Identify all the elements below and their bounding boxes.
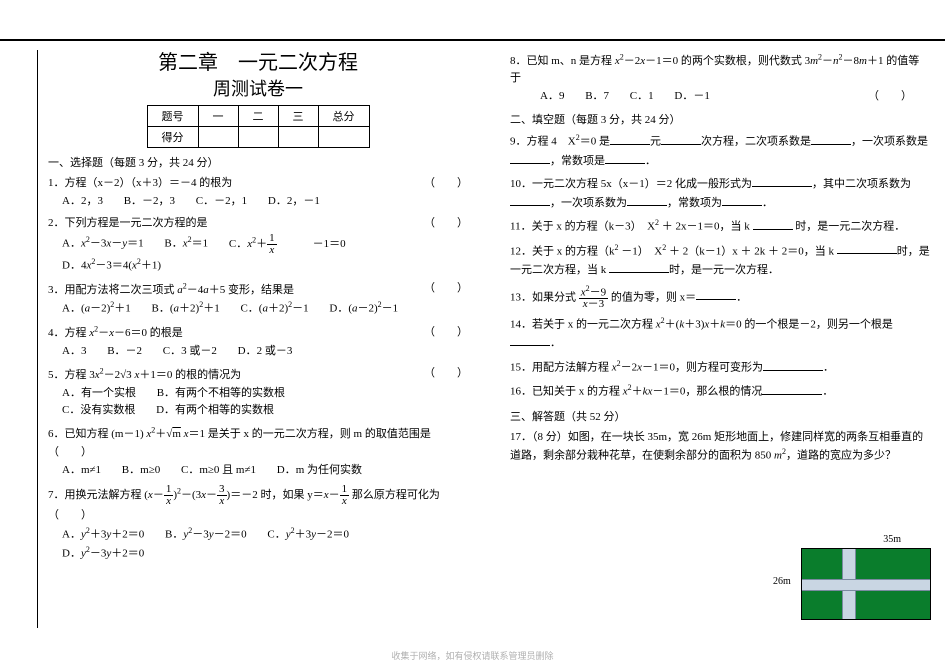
doc-title: 第二章 一元二次方程 (48, 46, 468, 75)
question-17: 17．（8 分）如图，在一块长 35m，宽 26m 矩形地面上，修建同样宽的两条… (510, 429, 930, 466)
opt-c: C．y2＋3y－2＝0 (267, 525, 349, 544)
opt-b: B．有两个不相等的实数根 (157, 385, 285, 403)
question-2: 2．下列方程是一元二次方程的是 （ ） A．x2－3x－y＝1 B．x2＝1 C… (48, 215, 468, 275)
opt-b: B．7 (585, 88, 609, 106)
question-14: 14．若关于 x 的一元二次方程 x2＋(k＋3)x＋k＝0 的一个根是－2，则… (510, 315, 930, 353)
height-label: 26m (773, 576, 791, 587)
answer-blank: （ ） (424, 365, 468, 383)
opt-d: D．(a－2)2－1 (329, 299, 398, 318)
question-4: 4．方程 x2－x－6＝0 的根是 （ ） A．3 B．－2 C．3 或－2 D… (48, 324, 468, 361)
q-text: 6．已知方程 (m－1) x2＋√m x＝1 是关于 x 的一元二次方程，则 m… (48, 428, 431, 458)
rule-top-2 (0, 40, 945, 41)
opt-d: D．y2－3y＋2＝0 (62, 544, 144, 563)
opt-b: B．x2＝1 (164, 234, 208, 253)
opt-b: B．－2 (107, 343, 142, 361)
answer-blank: （ ） (424, 324, 468, 342)
q-text: 1．方程（x－2）（x＋3）＝－4 的根为 (48, 177, 232, 189)
doc-subtitle: 周测试卷一 (48, 75, 468, 101)
road-diagram: 35m 26m (801, 548, 931, 620)
question-1: 1．方程（x－2）（x＋3）＝－4 的根为 （ ） A．2，3 B．－2，3 C… (48, 175, 468, 210)
q-text: 3．用配方法将二次三项式 a2－4a＋5 变形，结果是 (48, 284, 294, 296)
section-2-heading: 二、填空题（每题 3 分，共 24 分） (510, 111, 930, 127)
opt-a: A．有一个实根 (62, 385, 136, 403)
lawn-rect (801, 548, 931, 620)
opt-a: A．m≠1 (62, 462, 101, 480)
q-text: 5．方程 3x2－2√3 x＋1＝0 的根的情况为 (48, 369, 241, 381)
question-5: 5．方程 3x2－2√3 x＋1＝0 的根的情况为 （ ） A．有一个实根 B．… (48, 365, 468, 419)
opt-d: D．m 为任何实数 (277, 462, 362, 480)
score-table: 题号 一 二 三 总分 得分 (147, 105, 370, 148)
opt-a: A．x2－3x－y＝1 (62, 234, 144, 253)
opt-a: A．9 (540, 88, 564, 106)
opt-a: A．(a－2)2＋1 (62, 299, 131, 318)
opt-a: A．2，3 (62, 193, 103, 211)
opt-b: B．(a＋2)2＋1 (152, 299, 220, 318)
q-text: 4．方程 x2－x－6＝0 的根是 (48, 327, 183, 339)
width-label: 35m (883, 534, 901, 545)
table-row: 得分 (147, 127, 369, 148)
question-13: 13．如果分式 x2－9x－3 的值为零，则 x＝． (510, 285, 930, 311)
opt-c: C．1 (630, 88, 654, 106)
fold-line (37, 50, 38, 628)
opt-b: B．－2，3 (124, 193, 175, 211)
opt-b: B．m≥0 (122, 462, 160, 480)
question-16: 16．已知关于 x 的方程 x2＋kx－1＝0，那么根的情况． (510, 382, 930, 401)
opt-d: D．有两个相等的实数根 (156, 402, 274, 420)
opt-c: C．没有实数根 (62, 402, 135, 420)
question-15: 15．用配方法解方程 x2－2x－1＝0，则方程可变形为． (510, 358, 930, 377)
answer-blank: （ ） (424, 175, 468, 193)
opt-a: A．y2＋3y＋2＝0 (62, 525, 144, 544)
section-3-heading: 三、解答题（共 52 分） (510, 408, 930, 424)
answer-blank: （ ） (424, 280, 468, 298)
question-3: 3．用配方法将二次三项式 a2－4a＋5 变形，结果是 （ ） A．(a－2)2… (48, 280, 468, 319)
q-text: 8．已知 m、n 是方程 x2－2x－1＝0 的两个实数根，则代数式 3m2－n… (510, 55, 919, 85)
horizontal-road (802, 579, 930, 591)
question-7: 7．用换元法解方程 (x－1x)2－(3x－3x)＝－2 时，如果 y＝x－1x… (48, 484, 468, 563)
page-footer: 收集于网络，如有侵权请联系管理员删除 (0, 649, 945, 662)
left-column: 第二章 一元二次方程 周测试卷一 题号 一 二 三 总分 得分 一、选择题（每题… (48, 46, 468, 566)
opt-c: C．3 或－2 (163, 343, 217, 361)
opt-d: D．－1 (674, 88, 709, 106)
right-column: 8．已知 m、n 是方程 x2－2x－1＝0 的两个实数根，则代数式 3m2－n… (510, 46, 930, 468)
question-11: 11．关于 x 的方程（k－3） X2 ＋ 2x－1＝0，当 k 时，是一元二次… (510, 217, 930, 236)
q-text: 7．用换元法解方程 (x－1x)2－(3x－3x)＝－2 时，如果 y＝x－1x… (48, 489, 440, 521)
answer-blank: （ ） (424, 215, 468, 233)
question-12: 12．关于 x 的方程（k2 －1） X2 ＋ 2（k－1）x ＋ 2k ＋ 2… (510, 242, 930, 280)
question-9: 9．方程 4 X2＝0 是元次方程，二次项系数是，一次项系数是，常数项是． (510, 132, 930, 170)
section-1-heading: 一、选择题（每题 3 分，共 24 分） (48, 154, 468, 170)
question-10: 10．一元二次方程 5x（x－1）＝2 化成一般形式为，其中二次项系数为，一次项… (510, 175, 930, 212)
opt-c: C．m≥0 且 m≠1 (181, 462, 256, 480)
opt-d: D．2 或－3 (238, 343, 293, 361)
opt-b: B．y2－3y－2＝0 (165, 525, 247, 544)
question-8: 8．已知 m、n 是方程 x2－2x－1＝0 的两个实数根，则代数式 3m2－n… (510, 51, 930, 105)
opt-d: D．4x2－3＝4(x2＋1) (62, 256, 161, 275)
question-6: 6．已知方程 (m－1) x2＋√m x＝1 是关于 x 的一元二次方程，则 m… (48, 425, 468, 479)
opt-c: C．(a＋2)2－1 (240, 299, 308, 318)
opt-d: D．2，－1 (268, 193, 320, 211)
answer-blank: （ ） (868, 88, 912, 106)
opt-a: A．3 (62, 343, 86, 361)
opt-c: C．x2＋1x－1＝0 (229, 233, 346, 256)
table-row: 题号 一 二 三 总分 (147, 106, 369, 127)
q-text: 2．下列方程是一元二次方程的是 (48, 217, 208, 229)
opt-c: C．－2，1 (196, 193, 247, 211)
